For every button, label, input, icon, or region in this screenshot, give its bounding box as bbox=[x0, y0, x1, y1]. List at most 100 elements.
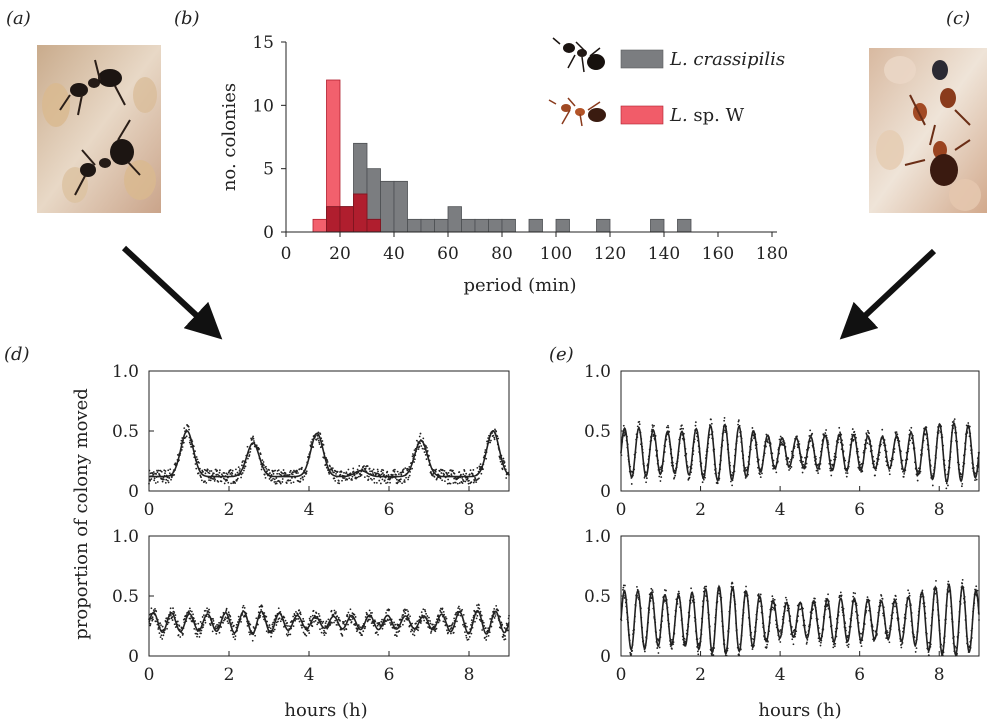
data-point bbox=[246, 624, 249, 627]
data-point bbox=[323, 634, 326, 636]
data-point bbox=[653, 424, 655, 427]
data-point bbox=[299, 477, 302, 480]
x-tick-label: 6 bbox=[384, 665, 395, 685]
data-point bbox=[450, 473, 453, 476]
data-point bbox=[839, 591, 842, 594]
x-tick-label: 8 bbox=[464, 665, 475, 685]
data-point bbox=[438, 619, 441, 622]
data-point bbox=[874, 474, 876, 477]
data-point bbox=[194, 620, 196, 622]
y-tick-label: 10 bbox=[252, 96, 274, 116]
data-point bbox=[239, 468, 241, 470]
data-point bbox=[894, 432, 897, 435]
data-point bbox=[223, 482, 226, 485]
data-point bbox=[407, 478, 409, 481]
x-tick-label: 0 bbox=[144, 665, 155, 685]
data-point bbox=[657, 638, 659, 641]
data-point bbox=[270, 635, 273, 638]
data-point bbox=[424, 610, 427, 613]
data-point bbox=[307, 629, 310, 632]
data-point bbox=[725, 654, 728, 657]
data-point bbox=[295, 472, 298, 475]
bar-crassipilis bbox=[677, 218, 692, 233]
x-tick-label: 4 bbox=[304, 665, 315, 685]
data-point bbox=[495, 604, 498, 607]
data-point bbox=[257, 623, 259, 626]
data-point bbox=[325, 632, 327, 635]
data-point bbox=[309, 615, 312, 618]
data-point bbox=[903, 473, 906, 475]
data-point bbox=[458, 471, 461, 473]
x-tick-label: 4 bbox=[775, 665, 786, 685]
data-point bbox=[277, 607, 280, 610]
bar-sp-w bbox=[312, 218, 327, 233]
data-point bbox=[745, 468, 748, 471]
data-point bbox=[673, 476, 676, 479]
histogram-b: 0 20 40 60 80 100 120 140 160 180 0 5 10 15 period (… bbox=[219, 33, 788, 296]
data-point bbox=[231, 469, 234, 472]
data-point bbox=[378, 623, 381, 626]
data-point bbox=[801, 471, 804, 474]
data-point bbox=[380, 470, 383, 473]
data-point bbox=[945, 482, 948, 485]
data-point bbox=[651, 589, 654, 592]
data-point bbox=[461, 608, 464, 611]
data-point bbox=[155, 473, 158, 475]
panel-label-b: (b) bbox=[174, 8, 200, 29]
y-ticks-b: 0 5 10 15 bbox=[252, 33, 286, 243]
data-point bbox=[376, 468, 379, 471]
data-point bbox=[442, 610, 445, 613]
data-point bbox=[329, 623, 332, 625]
data-point bbox=[489, 618, 492, 620]
data-point bbox=[462, 478, 464, 481]
data-point bbox=[301, 476, 304, 479]
data-point bbox=[285, 482, 288, 485]
data-point bbox=[759, 593, 762, 596]
data-point bbox=[413, 458, 416, 461]
data-point bbox=[463, 470, 466, 472]
data-point bbox=[171, 619, 174, 621]
data-point bbox=[772, 597, 775, 600]
data-point bbox=[353, 613, 356, 616]
plot-frame bbox=[620, 535, 980, 657]
data-point bbox=[908, 594, 911, 597]
data-point bbox=[375, 482, 378, 484]
data-point bbox=[779, 641, 782, 643]
data-point bbox=[231, 633, 234, 636]
photo-a-ant-colony-icon bbox=[37, 45, 161, 213]
data-point bbox=[832, 646, 835, 649]
data-point bbox=[368, 609, 371, 612]
data-point bbox=[731, 582, 734, 585]
data-point bbox=[226, 479, 228, 482]
bar-crassipilis bbox=[555, 218, 570, 233]
data-point bbox=[403, 479, 406, 482]
data-point bbox=[434, 470, 437, 473]
data-point bbox=[352, 467, 355, 470]
y-tick-label: 0.5 bbox=[584, 587, 611, 607]
data-point bbox=[435, 627, 438, 630]
data-point bbox=[364, 616, 367, 618]
data-point bbox=[160, 624, 162, 626]
data-point bbox=[271, 623, 274, 626]
data-point bbox=[190, 610, 193, 613]
data-point bbox=[326, 459, 329, 462]
data-point bbox=[310, 441, 313, 443]
data-point bbox=[796, 435, 798, 438]
data-point bbox=[638, 420, 641, 423]
data-point bbox=[394, 477, 397, 479]
data-point bbox=[397, 481, 399, 484]
data-point bbox=[336, 470, 339, 473]
data-point bbox=[696, 650, 699, 653]
data-point bbox=[860, 632, 863, 635]
data-point bbox=[272, 477, 275, 480]
data-point bbox=[183, 427, 186, 430]
data-point bbox=[154, 620, 157, 623]
panel-d-bottom: 0 2 4 6 8 0 0.5 1.0 bbox=[112, 527, 510, 685]
data-point bbox=[373, 477, 375, 480]
data-points bbox=[620, 578, 980, 657]
data-point bbox=[456, 620, 458, 623]
data-point bbox=[788, 469, 790, 471]
data-point bbox=[390, 473, 393, 476]
data-point bbox=[279, 482, 282, 485]
data-point bbox=[243, 607, 246, 609]
